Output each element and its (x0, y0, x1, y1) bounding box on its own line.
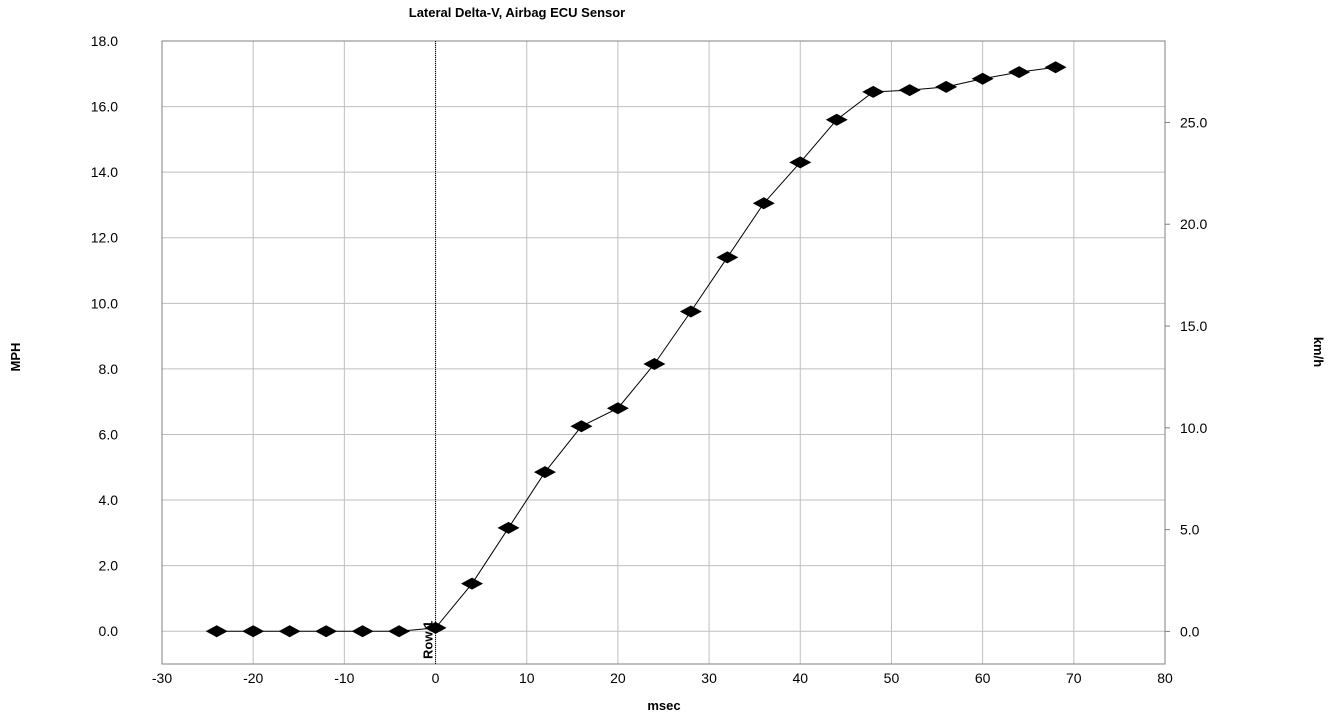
y-tick-label: 14.0 (91, 164, 118, 180)
data-point (570, 420, 593, 433)
grid (161, 40, 1166, 664)
data-point (424, 621, 447, 634)
data-point (789, 156, 812, 169)
data-point (898, 84, 921, 97)
y-tick-label: 12.0 (91, 230, 118, 246)
x-tick-label: 20 (610, 670, 626, 686)
data-point (1008, 66, 1031, 79)
data-point (935, 80, 958, 93)
x-tick-label: 70 (1066, 670, 1082, 686)
y-tick-label: 10.0 (91, 295, 118, 311)
data-point (825, 113, 848, 126)
data-point (388, 625, 411, 638)
x-tick-label: -20 (243, 670, 263, 686)
x-tick-label: 60 (975, 670, 991, 686)
x-tick-label: 80 (1157, 670, 1173, 686)
x-axis-ticks: -30 -20 -10 0 10 20 30 40 50 60 70 80 (152, 670, 1173, 686)
y-tick-label: 18.0 (91, 33, 118, 49)
data-point (242, 625, 265, 638)
y2-tick-label: 20.0 (1180, 216, 1207, 232)
data-point (205, 625, 228, 638)
chart-title: Lateral Delta-V, Airbag ECU Sensor (409, 5, 626, 20)
x-tick-label: -30 (152, 670, 172, 686)
y-tick-label: 2.0 (99, 558, 119, 574)
y2-tick-label: 15.0 (1180, 318, 1207, 334)
y2-tick-label: 5.0 (1180, 522, 1200, 538)
x-tick-label: 40 (792, 670, 808, 686)
y-tick-label: 6.0 (99, 426, 119, 442)
data-point (533, 466, 556, 479)
y2-tick-label: 0.0 (1180, 623, 1200, 639)
data-point (351, 625, 374, 638)
x-tick-label: 50 (884, 670, 900, 686)
x-tick-label: 30 (701, 670, 717, 686)
y2-tick-label: 10.0 (1180, 420, 1207, 436)
series-line (216, 66, 1056, 632)
y2-tick-label: 25.0 (1180, 114, 1207, 130)
x-tick-label: -10 (334, 670, 354, 686)
series (205, 61, 1067, 638)
y2-axis-ticks: 0.0 5.0 10.0 15.0 20.0 25.0 (1165, 114, 1207, 639)
y-tick-label: 16.0 (91, 99, 118, 115)
y-tick-label: 4.0 (99, 492, 119, 508)
data-point (862, 85, 885, 98)
x-axis-label: msec (647, 698, 680, 713)
x-tick-label: 0 (432, 670, 440, 686)
data-point (315, 625, 338, 638)
data-point (461, 577, 484, 590)
data-point (679, 305, 702, 318)
y-axis-label: MPH (8, 343, 23, 372)
annotations: Row 1 (421, 41, 437, 664)
data-point (606, 402, 629, 415)
data-point (971, 72, 994, 85)
y-tick-label: 0.0 (99, 623, 119, 639)
y-tick-label: 8.0 (99, 361, 119, 377)
data-point (716, 251, 739, 264)
data-point (643, 357, 666, 370)
data-point (497, 521, 520, 534)
y2-axis-label: km/h (1311, 337, 1326, 367)
plot-frame (161, 40, 1166, 665)
y-axis-ticks: 0.0 2.0 4.0 6.0 8.0 10.0 12.0 14.0 16.0 18.0 (91, 33, 118, 639)
data-point (278, 625, 301, 638)
data-point (1044, 61, 1067, 74)
x-tick-label: 10 (519, 670, 535, 686)
data-point (752, 197, 775, 210)
